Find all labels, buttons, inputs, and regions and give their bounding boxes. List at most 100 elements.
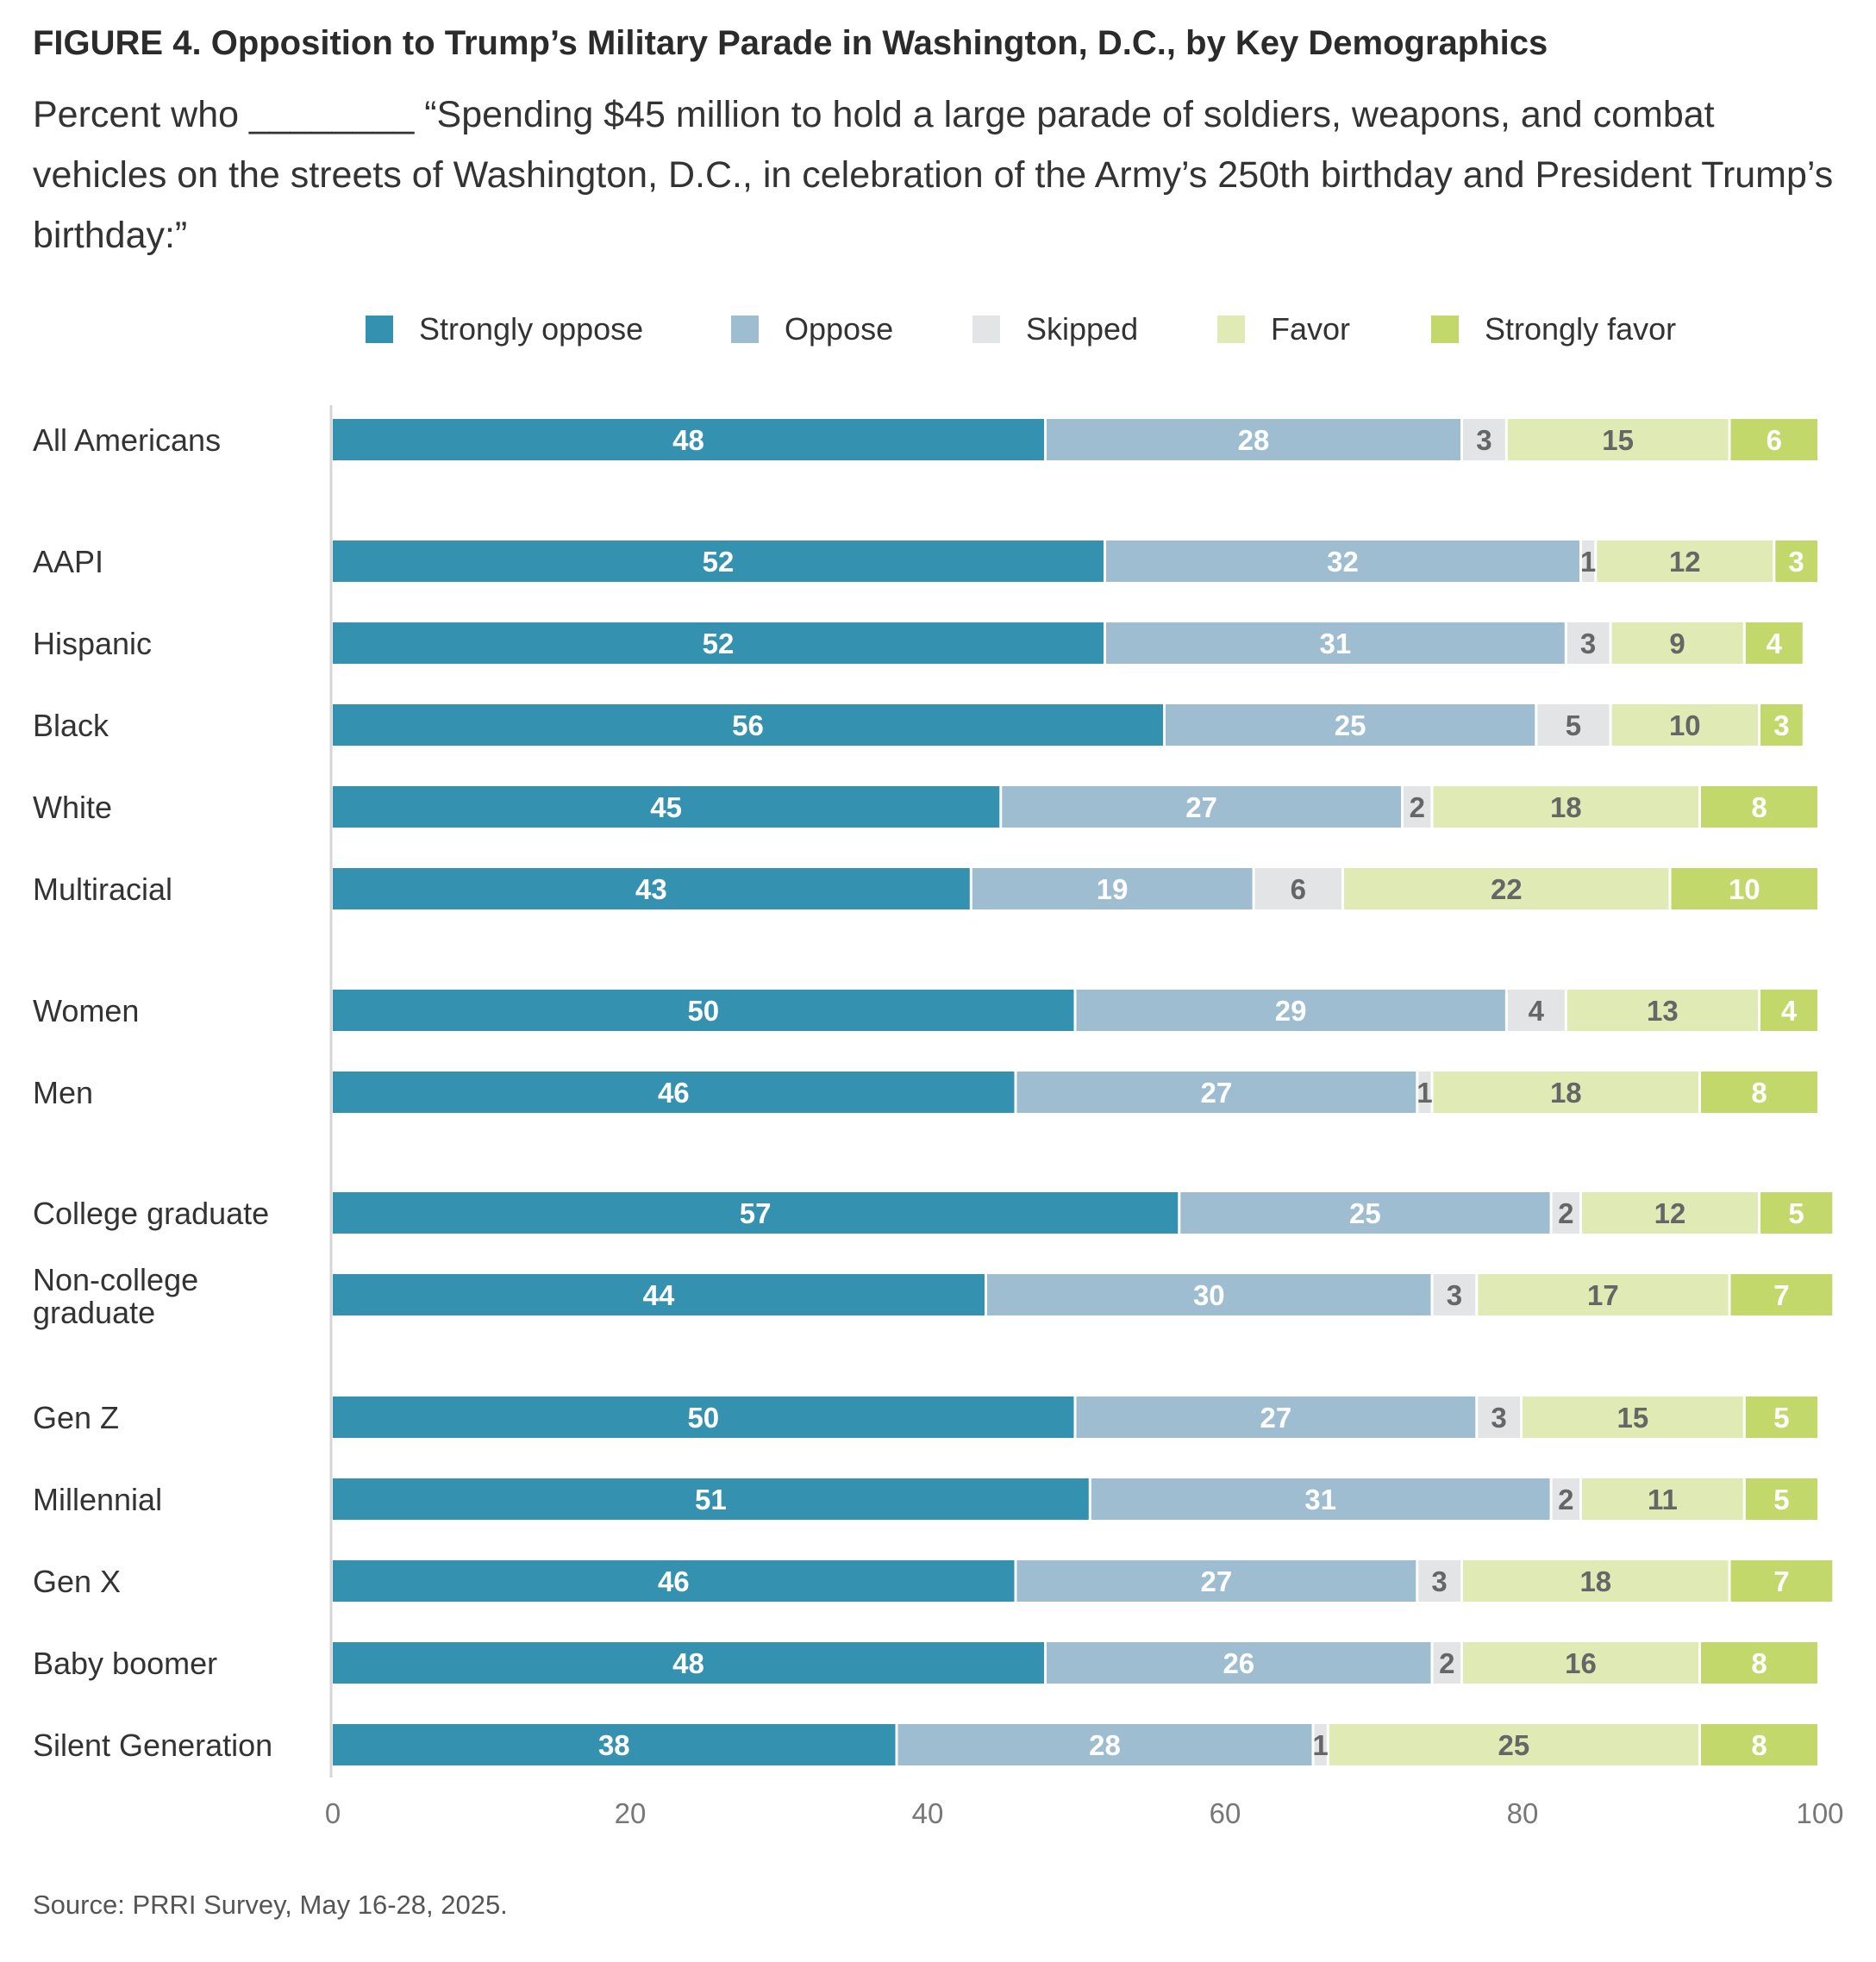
data-label: 45 bbox=[650, 791, 682, 823]
bar-segment bbox=[1552, 1192, 1579, 1234]
bar-segment bbox=[1523, 1397, 1743, 1438]
data-label: 3 bbox=[1491, 1402, 1506, 1434]
bar-segment bbox=[333, 1724, 896, 1765]
bar-segment bbox=[1671, 868, 1817, 909]
bar-segment bbox=[1478, 1274, 1729, 1315]
bar-segment bbox=[333, 1642, 1044, 1684]
data-label: 27 bbox=[1201, 1565, 1233, 1597]
data-label: 12 bbox=[1669, 546, 1701, 578]
data-label: 46 bbox=[658, 1077, 690, 1109]
category-label: College graduate bbox=[33, 1196, 269, 1231]
data-label: 32 bbox=[1327, 546, 1359, 578]
bar-segment bbox=[1002, 786, 1402, 828]
data-label: 50 bbox=[687, 995, 719, 1027]
category-label: Black bbox=[33, 708, 109, 743]
category-label: Non-college graduate bbox=[33, 1262, 198, 1330]
data-label: 44 bbox=[643, 1279, 675, 1311]
bar-segment bbox=[1597, 540, 1773, 582]
data-label: 5 bbox=[1773, 1484, 1789, 1515]
x-tick-label: 100 bbox=[1796, 1797, 1843, 1829]
bar-segment bbox=[1463, 1642, 1698, 1684]
category-label: Men bbox=[33, 1075, 93, 1110]
bar-segment bbox=[333, 419, 1044, 460]
bar-segment bbox=[333, 1397, 1074, 1438]
bar-segment bbox=[1106, 540, 1579, 582]
data-label: 25 bbox=[1498, 1729, 1530, 1761]
bar-segment bbox=[972, 868, 1253, 909]
data-label: 52 bbox=[703, 628, 735, 659]
data-label: 27 bbox=[1260, 1402, 1292, 1434]
legend-label-strongly-favor: Strongly favor bbox=[1485, 311, 1676, 347]
data-label: 28 bbox=[1089, 1729, 1121, 1761]
legend-swatch-favor bbox=[1217, 316, 1245, 343]
data-label: 28 bbox=[1238, 424, 1270, 456]
bar-segment bbox=[333, 1560, 1015, 1602]
bar-segment bbox=[333, 1192, 1179, 1234]
x-tick-label: 0 bbox=[325, 1797, 341, 1829]
category-label: Gen Z bbox=[33, 1400, 119, 1435]
data-label: 8 bbox=[1751, 1729, 1767, 1761]
bar-segment bbox=[1016, 1072, 1416, 1113]
bar-segment bbox=[1076, 1397, 1476, 1438]
data-label: 6 bbox=[1291, 873, 1306, 905]
data-label: 19 bbox=[1097, 873, 1129, 905]
bar-segment bbox=[1745, 1397, 1818, 1438]
category-label: Multiracial bbox=[33, 872, 172, 907]
data-label: 31 bbox=[1320, 628, 1352, 659]
data-label: 1 bbox=[1580, 546, 1596, 578]
data-label: 10 bbox=[1669, 709, 1701, 741]
bar-segment bbox=[1566, 622, 1610, 664]
data-label: 2 bbox=[1439, 1647, 1454, 1679]
bar-segment bbox=[1433, 1072, 1698, 1113]
x-tick-label: 40 bbox=[912, 1797, 944, 1829]
bar-segment bbox=[897, 1724, 1312, 1765]
bar-segment bbox=[1180, 1192, 1550, 1234]
data-label: 3 bbox=[1788, 546, 1804, 578]
data-label: 26 bbox=[1223, 1647, 1254, 1679]
data-label: 46 bbox=[658, 1565, 690, 1597]
data-label: 2 bbox=[1410, 791, 1425, 823]
data-label: 9 bbox=[1669, 628, 1685, 659]
bar-segment bbox=[1701, 786, 1817, 828]
bar-segment bbox=[1507, 990, 1565, 1031]
bar-segment bbox=[1344, 868, 1669, 909]
data-label: 10 bbox=[1729, 873, 1760, 905]
data-label: 5 bbox=[1773, 1402, 1789, 1434]
data-label: 1 bbox=[1312, 1729, 1328, 1761]
data-label: 3 bbox=[1431, 1565, 1447, 1597]
bar-segment bbox=[1463, 1560, 1729, 1602]
bar-segment bbox=[1433, 1274, 1476, 1315]
bar-segment bbox=[1582, 1192, 1758, 1234]
data-label: 5 bbox=[1788, 1197, 1804, 1229]
bar-segment bbox=[1701, 1072, 1817, 1113]
bar-segment bbox=[333, 786, 1000, 828]
bar-segment bbox=[1047, 419, 1460, 460]
bar-segment bbox=[1582, 1478, 1743, 1520]
bar-segment bbox=[1760, 990, 1817, 1031]
bar-segment bbox=[1418, 1560, 1461, 1602]
data-label: 52 bbox=[703, 546, 735, 578]
x-tick-label: 20 bbox=[615, 1797, 647, 1829]
data-label: 16 bbox=[1565, 1647, 1597, 1679]
category-label: Hispanic bbox=[33, 626, 152, 661]
source-note: Source: PRRI Survey, May 16-28, 2025. bbox=[33, 1890, 508, 1920]
data-label: 25 bbox=[1349, 1197, 1381, 1229]
bar-segment bbox=[333, 540, 1104, 582]
bar-segment bbox=[1314, 1724, 1327, 1765]
data-label: 6 bbox=[1767, 424, 1782, 456]
data-label: 29 bbox=[1275, 995, 1307, 1027]
bar-segment bbox=[1611, 704, 1758, 746]
legend-label-skipped: Skipped bbox=[1026, 311, 1138, 347]
legend-label-strongly-oppose: Strongly oppose bbox=[419, 311, 643, 347]
chart-subtitle: Percent who ________ “Spending $45 milli… bbox=[33, 94, 1834, 256]
category-label: AAPI bbox=[33, 544, 103, 579]
data-label: 27 bbox=[1185, 791, 1217, 823]
data-label: 2 bbox=[1558, 1197, 1573, 1229]
data-label: 2 bbox=[1558, 1484, 1573, 1515]
bar-segment bbox=[1611, 622, 1743, 664]
bar-segment bbox=[1463, 419, 1505, 460]
bar-segment bbox=[1106, 622, 1565, 664]
data-label: 18 bbox=[1550, 1077, 1582, 1109]
category-label: Baby boomer bbox=[33, 1646, 217, 1681]
